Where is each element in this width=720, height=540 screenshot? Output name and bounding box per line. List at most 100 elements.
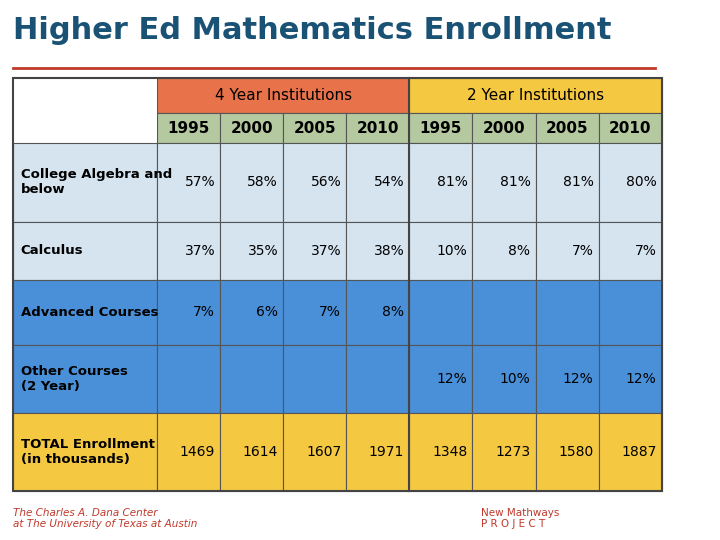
Text: 2 Year Institutions: 2 Year Institutions [467, 89, 604, 103]
Text: 1971: 1971 [369, 445, 405, 459]
Bar [157, 413, 220, 491]
Bar [410, 78, 662, 113]
Bar [598, 221, 662, 280]
Bar [14, 113, 157, 143]
Text: 2010: 2010 [609, 121, 652, 136]
Bar [157, 78, 410, 113]
Text: 1614: 1614 [243, 445, 278, 459]
Bar [157, 221, 220, 280]
Text: 12%: 12% [563, 372, 593, 386]
Text: 10%: 10% [500, 372, 531, 386]
Bar [220, 280, 283, 345]
Text: 1580: 1580 [558, 445, 593, 459]
Text: 1887: 1887 [621, 445, 657, 459]
Text: 37%: 37% [184, 244, 215, 258]
Text: 35%: 35% [248, 244, 278, 258]
Bar [410, 413, 472, 491]
Bar [598, 413, 662, 491]
Text: 1995: 1995 [420, 121, 462, 136]
Bar [14, 413, 157, 491]
Text: 1273: 1273 [495, 445, 531, 459]
Bar [14, 280, 157, 345]
Text: 8%: 8% [382, 305, 405, 319]
Text: The Charles A. Dana Center
at The University of Texas at Austin: The Charles A. Dana Center at The Univer… [14, 508, 198, 529]
Bar [410, 113, 472, 143]
Bar [598, 113, 662, 143]
Bar [283, 113, 346, 143]
Text: 81%: 81% [500, 176, 531, 190]
Bar [220, 143, 283, 221]
Bar [283, 280, 346, 345]
Text: 1607: 1607 [306, 445, 341, 459]
Text: 37%: 37% [310, 244, 341, 258]
Bar [14, 143, 157, 221]
Bar [14, 345, 157, 413]
Bar [283, 345, 346, 413]
Text: 2000: 2000 [230, 121, 273, 136]
Text: 8%: 8% [508, 244, 531, 258]
Text: Other Courses
(2 Year): Other Courses (2 Year) [21, 364, 127, 393]
Bar [536, 345, 598, 413]
Text: 7%: 7% [635, 244, 657, 258]
Bar [472, 221, 536, 280]
Text: 58%: 58% [248, 176, 278, 190]
Bar [598, 280, 662, 345]
Bar [346, 221, 410, 280]
Bar [410, 280, 472, 345]
Text: 38%: 38% [374, 244, 405, 258]
Bar [472, 345, 536, 413]
Bar [536, 143, 598, 221]
Bar [220, 413, 283, 491]
Bar [536, 280, 598, 345]
Text: 12%: 12% [626, 372, 657, 386]
Text: 10%: 10% [436, 244, 467, 258]
Bar [598, 143, 662, 221]
Text: 2010: 2010 [356, 121, 399, 136]
Bar [220, 113, 283, 143]
Bar [157, 280, 220, 345]
Text: 57%: 57% [184, 176, 215, 190]
Bar [346, 413, 410, 491]
Bar [14, 221, 157, 280]
Bar [536, 221, 598, 280]
Bar [220, 221, 283, 280]
Text: 80%: 80% [626, 176, 657, 190]
Text: 7%: 7% [572, 244, 593, 258]
Text: 81%: 81% [562, 176, 593, 190]
Text: 2005: 2005 [546, 121, 588, 136]
Bar [472, 143, 536, 221]
Bar [157, 143, 220, 221]
Text: 6%: 6% [256, 305, 278, 319]
Text: Calculus: Calculus [21, 244, 84, 257]
Bar [283, 221, 346, 280]
Bar [346, 345, 410, 413]
Text: 81%: 81% [436, 176, 467, 190]
Text: Advanced Courses: Advanced Courses [21, 306, 158, 319]
Text: 54%: 54% [374, 176, 405, 190]
Bar [220, 345, 283, 413]
Text: 7%: 7% [320, 305, 341, 319]
Bar [157, 345, 220, 413]
Bar [410, 345, 472, 413]
Bar [472, 113, 536, 143]
Text: 1995: 1995 [168, 121, 210, 136]
Text: 56%: 56% [310, 176, 341, 190]
Text: 7%: 7% [193, 305, 215, 319]
Bar [157, 113, 220, 143]
Bar [283, 413, 346, 491]
Bar [346, 143, 410, 221]
Text: 1348: 1348 [432, 445, 467, 459]
Bar [410, 221, 472, 280]
Text: 2000: 2000 [482, 121, 526, 136]
Bar [14, 78, 662, 491]
Text: 2005: 2005 [294, 121, 336, 136]
Bar [472, 413, 536, 491]
Bar [346, 280, 410, 345]
Bar [283, 143, 346, 221]
Text: College Algebra and
below: College Algebra and below [21, 168, 172, 197]
Text: New Mathways
P R O J E C T: New Mathways P R O J E C T [481, 508, 559, 529]
Bar [14, 78, 157, 113]
Text: TOTAL Enrollment
(in thousands): TOTAL Enrollment (in thousands) [21, 438, 154, 466]
Text: 4 Year Institutions: 4 Year Institutions [215, 89, 352, 103]
Text: 1469: 1469 [180, 445, 215, 459]
